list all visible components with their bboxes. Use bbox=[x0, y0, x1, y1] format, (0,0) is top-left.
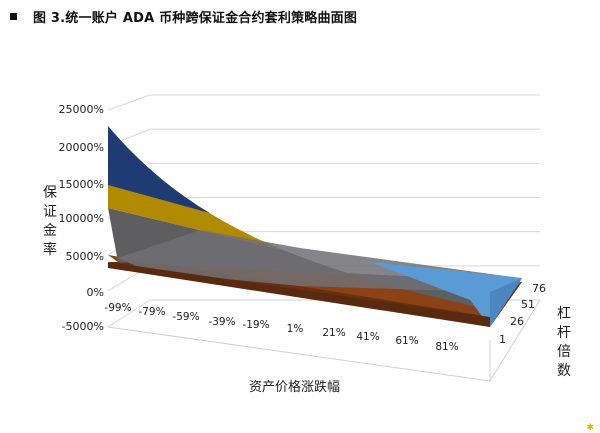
depth-axis-ticks: 1 26 51 76 bbox=[499, 282, 546, 346]
x-tick-label: -79% bbox=[138, 306, 165, 318]
z-tick-label: 0% bbox=[87, 286, 104, 299]
y-axis-label: 保证金率 bbox=[43, 185, 57, 258]
z-tick-label: 25000% bbox=[59, 103, 104, 116]
x-tick-label: 41% bbox=[356, 331, 379, 343]
y-axis-label-char: 证 bbox=[43, 204, 57, 220]
surface-right-face bbox=[490, 278, 522, 327]
z-axis-ticks: -5000% 0% 5000% 10000% 15000% 20000% 25000% bbox=[59, 103, 104, 333]
grid-line-left bbox=[107, 94, 151, 111]
z-tick-label: 15000% bbox=[59, 178, 104, 191]
depth-axis-label: 杠杆倍数 bbox=[557, 306, 571, 379]
y-axis-label-char: 金 bbox=[43, 223, 57, 239]
x-axis-label: 资产价格涨跌幅 bbox=[249, 379, 340, 395]
y-axis-label-char: 保 bbox=[43, 185, 57, 201]
y-axis-label-char: 率 bbox=[43, 241, 57, 258]
x-tick-label: 81% bbox=[435, 341, 458, 353]
x-tick-label: -99% bbox=[104, 302, 131, 314]
depth-tick-label: 26 bbox=[510, 315, 524, 328]
x-tick-label: 1% bbox=[287, 323, 304, 335]
z-tick-label: 5000% bbox=[66, 250, 104, 263]
title-bullet-icon bbox=[10, 12, 17, 20]
z-tick-label: -5000% bbox=[62, 320, 104, 333]
corner-decoration-icon: ✱ bbox=[586, 423, 594, 433]
x-axis-ticks: -99% -79% -59% -39% -19% 1% 21% 41% 61% 81% bbox=[104, 302, 458, 353]
depth-axis-label-char: 杠 bbox=[557, 306, 571, 322]
figure-title-bar: 图 3.统一账户 ADA 币种跨保证金合约套利策略曲面图 bbox=[10, 6, 357, 26]
z-tick-label: 10000% bbox=[59, 212, 104, 225]
x-tick-label: 61% bbox=[395, 335, 418, 347]
x-tick-label: 21% bbox=[322, 327, 345, 339]
depth-tick-label: 1 bbox=[499, 333, 506, 346]
x-tick-label: -39% bbox=[208, 316, 235, 328]
surface-plot bbox=[108, 126, 522, 327]
grid-line-left bbox=[107, 299, 151, 328]
depth-tick-label: 51 bbox=[521, 298, 535, 311]
surface-front-edge bbox=[108, 262, 490, 327]
x-tick-label: -59% bbox=[172, 311, 199, 323]
surface-band-light-blue bbox=[370, 262, 522, 327]
x-tick-label: -19% bbox=[242, 319, 269, 331]
surface-band-gold bbox=[108, 126, 490, 300]
depth-axis-label-char: 杆 bbox=[557, 325, 571, 341]
depth-tick-label: 76 bbox=[532, 282, 546, 295]
depth-axis-label-char: 数 bbox=[557, 363, 571, 379]
figure-title: 图 3.统一账户 ADA 币种跨保证金合约套利策略曲面图 bbox=[33, 10, 358, 26]
depth-axis-label-char: 倍 bbox=[557, 344, 571, 360]
z-tick-label: 20000% bbox=[59, 141, 104, 154]
